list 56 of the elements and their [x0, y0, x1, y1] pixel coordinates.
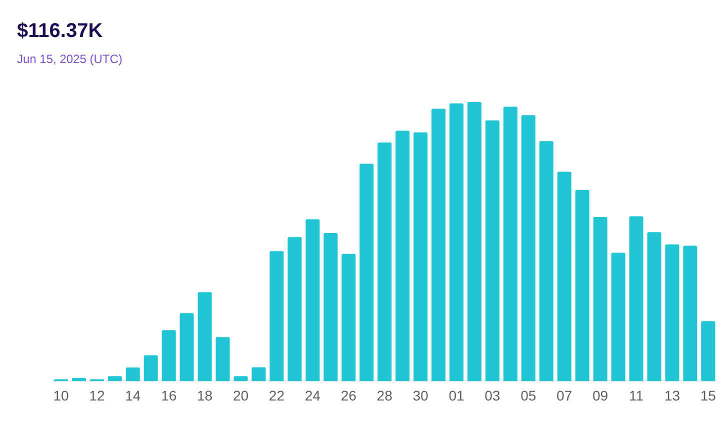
bar [449, 103, 464, 382]
bar [539, 141, 554, 382]
bar [431, 108, 446, 382]
bar [306, 219, 320, 382]
x-tick-label: 28 [376, 387, 393, 404]
x-tick-label: 20 [232, 387, 249, 404]
bar [180, 313, 194, 382]
bar [72, 378, 86, 382]
x-tick-label: 16 [161, 387, 177, 404]
x-tick-label: 24 [304, 387, 321, 404]
bar [396, 130, 410, 382]
bar [414, 132, 428, 382]
x-tick-label: 12 [89, 387, 105, 404]
bar [485, 120, 500, 382]
x-tick-label: 10 [53, 387, 69, 404]
bar [665, 244, 680, 382]
chart-subtitle: Jun 15, 2025 (UTC) [17, 52, 122, 67]
x-tick-label: 07 [556, 387, 572, 404]
bar [611, 252, 626, 382]
x-tick-label: 15 [700, 387, 716, 404]
bar [108, 376, 122, 382]
x-tick-label: 09 [592, 387, 608, 404]
bar [557, 172, 572, 382]
bar [144, 355, 158, 382]
bar [683, 246, 698, 382]
x-tick-label: 18 [197, 387, 213, 404]
bar [234, 376, 248, 382]
bar [198, 292, 212, 382]
bar [126, 368, 140, 382]
bar [216, 337, 230, 382]
x-tick-label: 05 [520, 387, 536, 404]
bar [360, 164, 374, 382]
bar [252, 367, 266, 382]
x-tick-label: 30 [412, 387, 429, 404]
bar [647, 232, 662, 382]
bar [378, 142, 392, 382]
x-tick-label: 14 [125, 387, 141, 404]
bar [593, 217, 608, 382]
bar [701, 321, 716, 382]
chart-title: $116.37K [17, 19, 103, 43]
bar [467, 102, 482, 382]
x-tick-label: 22 [268, 387, 285, 404]
bar [342, 254, 356, 382]
bar [324, 232, 338, 382]
bar [503, 106, 518, 382]
bar [521, 115, 536, 382]
bar [575, 190, 590, 382]
x-tick-label: 11 [628, 387, 644, 404]
bar [288, 237, 302, 382]
bar [270, 251, 284, 382]
x-tick-label: 01 [448, 387, 464, 404]
x-tick-label: 26 [340, 387, 357, 404]
bar [162, 330, 176, 382]
x-tick-label: 03 [484, 387, 500, 404]
x-tick-label: 13 [664, 387, 680, 404]
bar [629, 216, 644, 382]
